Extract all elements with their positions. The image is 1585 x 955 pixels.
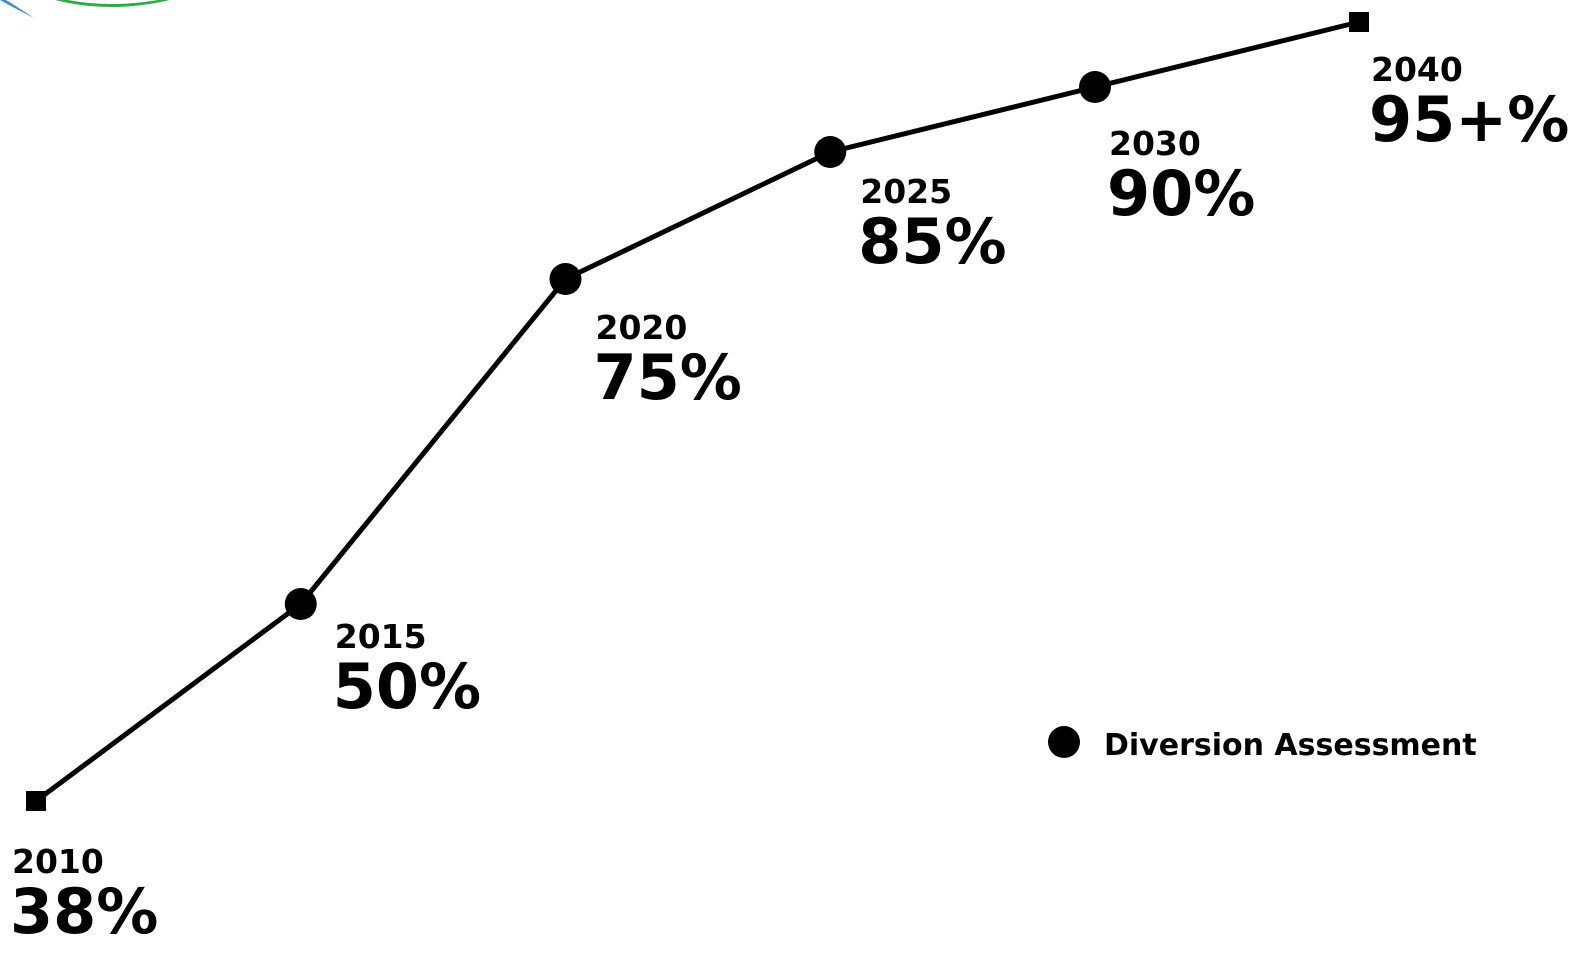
legend-marker [1048, 726, 1080, 758]
value-label-2020: 75% [594, 341, 742, 414]
value-label-2015: 50% [333, 650, 481, 723]
year-label-2040: 2040 [1371, 50, 1463, 89]
year-label-2015: 2015 [335, 617, 427, 656]
data-point-2015 [284, 588, 317, 620]
year-label-2010: 2010 [12, 842, 104, 881]
data-point-2010 [26, 791, 46, 811]
year-label-2020: 2020 [596, 308, 688, 347]
legend-label: Diversion Assessment [1104, 728, 1477, 763]
value-label-2040: 95+% [1369, 83, 1569, 156]
data-point-2030 [1079, 71, 1111, 103]
value-label-2025: 85% [858, 205, 1006, 278]
data-point-2040 [1349, 12, 1369, 32]
series-line-diversion-assessment [33, 19, 1362, 804]
legend: Diversion Assessment [1048, 726, 1477, 763]
data-point-2020 [549, 263, 582, 295]
logo-swoosh-blue [0, 0, 34, 18]
year-label-2025: 2025 [860, 172, 952, 211]
logo-swoosh [0, 0, 170, 18]
year-label-2030: 2030 [1109, 124, 1201, 163]
data-point-2025 [814, 136, 847, 168]
logo-swoosh-green [55, 0, 170, 7]
value-label-2010: 38% [10, 875, 158, 948]
data-markers [26, 12, 1369, 811]
value-label-2030: 90% [1107, 157, 1255, 230]
